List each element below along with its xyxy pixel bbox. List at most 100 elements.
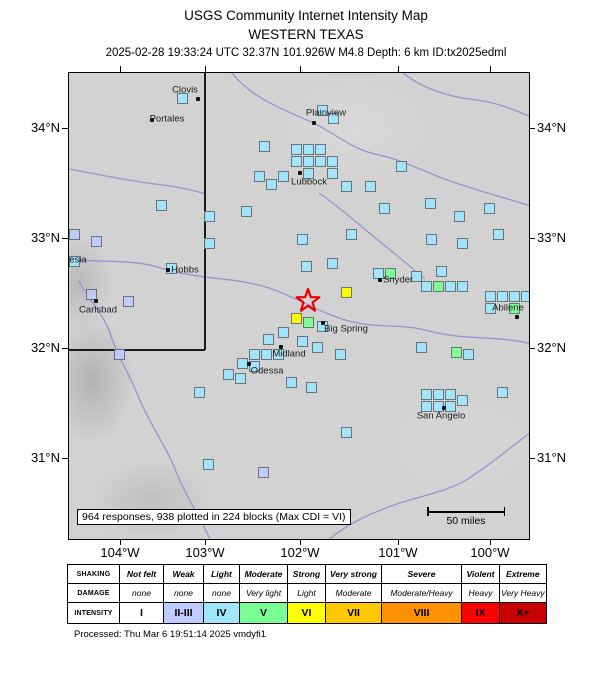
lon-label-bottom: 101°W [378, 545, 418, 560]
intensity-block [341, 427, 352, 438]
intensity-block [249, 349, 260, 360]
legend-cell: V [239, 602, 288, 624]
intensity-block [303, 317, 314, 328]
legend-row: INTENSITY I II-III IV V VI VII VIII IX X+ [67, 602, 547, 624]
legend-cell: IV [203, 602, 240, 624]
intensity-block [317, 105, 328, 116]
lon-label-bottom: 103°W [185, 545, 225, 560]
intensity-block [259, 141, 270, 152]
intensity-block [327, 258, 338, 269]
city-label: Carlsbad [78, 304, 118, 316]
intensity-block [297, 336, 308, 347]
intensity-block [433, 389, 444, 400]
city-label: Big Spring [324, 323, 368, 335]
legend-table: SHAKING Not felt Weak Light Moderate Strong Ve… [67, 564, 547, 624]
intensity-block [445, 389, 456, 400]
intensity-block [346, 229, 357, 240]
legend-cell: Moderate [239, 564, 288, 584]
axis-tick [62, 128, 68, 129]
intensity-block [328, 113, 339, 124]
intensity-block [291, 144, 302, 155]
legend-cell: Strong [287, 564, 326, 584]
intensity-block [433, 281, 444, 292]
intensity-block [303, 144, 314, 155]
city-dot [166, 268, 170, 272]
intensity-block [509, 303, 520, 314]
city-label: Clovis [172, 84, 198, 96]
intensity-block [341, 287, 352, 298]
legend-cell: Very strong [325, 564, 382, 584]
intensity-block [263, 334, 274, 345]
lat-label-right: 31°N [537, 450, 567, 465]
axis-tick [398, 66, 399, 72]
city-label: Lubbock [291, 176, 327, 188]
river-path [78, 280, 211, 539]
intensity-block [241, 206, 252, 217]
city-label: Odessa [250, 365, 284, 377]
intensity-block [156, 200, 167, 211]
intensity-block [341, 181, 352, 192]
axis-tick [529, 458, 535, 459]
legend-cell: none [203, 583, 240, 603]
axis-tick [490, 66, 491, 72]
intensity-block [306, 382, 317, 393]
axis-tick [62, 348, 68, 349]
river-path [402, 73, 529, 117]
intensity-block [379, 203, 390, 214]
intensity-block [497, 387, 508, 398]
intensity-block [114, 349, 125, 360]
intensity-block [451, 347, 462, 358]
intensity-block [204, 238, 215, 249]
intensity-block [291, 156, 302, 167]
legend-cell: I [119, 602, 164, 624]
city-dot [279, 345, 283, 349]
scale-bar-cap-left [427, 507, 429, 516]
intensity-block [86, 289, 97, 300]
legend-cell: Light [287, 583, 326, 603]
scale-bar-cap-right [503, 507, 505, 516]
legend-cell: none [163, 583, 204, 603]
responses-summary: 964 responses, 938 plotted in 224 blocks… [77, 509, 351, 525]
intensity-block [327, 168, 338, 179]
event-info: 2025-02-28 19:33:24 UTC 32.37N 101.926W … [105, 47, 507, 59]
intensity-block [327, 156, 338, 167]
city-dot [321, 321, 325, 325]
lat-label-left: 33°N [30, 230, 60, 245]
city-dot [196, 97, 200, 101]
legend-cell: Very Heavy [499, 583, 547, 603]
axis-tick [300, 539, 301, 545]
legend-row: SHAKING Not felt Weak Light Moderate Strong Ve… [67, 564, 547, 584]
intensity-block [457, 238, 468, 249]
legend-cell: Not felt [119, 564, 164, 584]
city-label: Midland [272, 348, 306, 360]
city-dot [312, 121, 316, 125]
intensity-block [286, 377, 297, 388]
intensity-block [266, 179, 277, 190]
river-path [231, 73, 529, 207]
legend-cell: Moderate/Heavy [381, 583, 462, 603]
intensity-block [411, 271, 422, 282]
city-label: Hobbs [171, 264, 199, 276]
legend-cell: II-III [163, 602, 204, 624]
intensity-block [204, 211, 215, 222]
intensity-block [254, 171, 265, 182]
intensity-block [485, 291, 496, 302]
scale-bar-label: 50 miles [446, 515, 486, 527]
legend-cell: none [119, 583, 164, 603]
axis-tick [205, 539, 206, 545]
city-dot [247, 362, 251, 366]
intensity-block [425, 198, 436, 209]
city-label: Snyder [382, 274, 414, 286]
processed-timestamp: Processed: Thu Mar 6 19:51:14 2025 vmdyf… [74, 629, 267, 640]
intensity-block [297, 234, 308, 245]
river-path [328, 432, 529, 539]
lon-label-bottom: 100°W [470, 545, 510, 560]
intensity-block [457, 281, 468, 292]
legend-cell: VIII [381, 602, 462, 624]
axis-tick [529, 238, 535, 239]
scale-bar: 50 miles [427, 503, 505, 529]
axis-tick [529, 348, 535, 349]
intensity-block [261, 349, 272, 360]
legend-cell: Extreme [499, 564, 547, 584]
city-label: Abilene [492, 302, 524, 314]
